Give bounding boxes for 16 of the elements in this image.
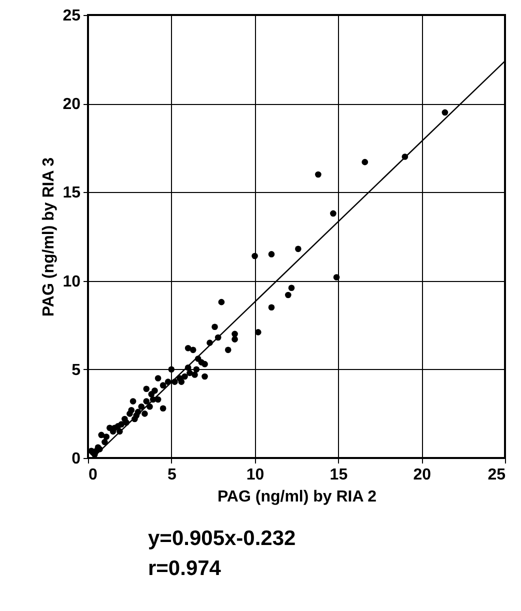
x-tick-label: 20 [413,466,432,484]
y-tick-label: 0 [72,450,81,468]
x-tick-label: 10 [246,466,264,484]
y-tick-label: 15 [62,184,81,202]
x-tick-label: 25 [488,466,506,484]
text: r=0.974 [148,556,222,582]
y-axis-title: PAG (ng/ml) by RIA 3 [40,157,58,317]
text: y=0.905x-0.232 [148,526,296,552]
x-axis-title: PAG (ng/ml) by RIA 2 [217,488,377,506]
x-tick-label: 0 [88,466,98,484]
y-tick-label: 25 [62,8,81,24]
y-tick-label: 10 [62,273,81,290]
y-tick-label: 20 [62,96,81,114]
x-tick-label: 5 [167,466,176,484]
y-tick-label: 5 [72,362,81,379]
x-tick-label: 15 [330,466,348,484]
